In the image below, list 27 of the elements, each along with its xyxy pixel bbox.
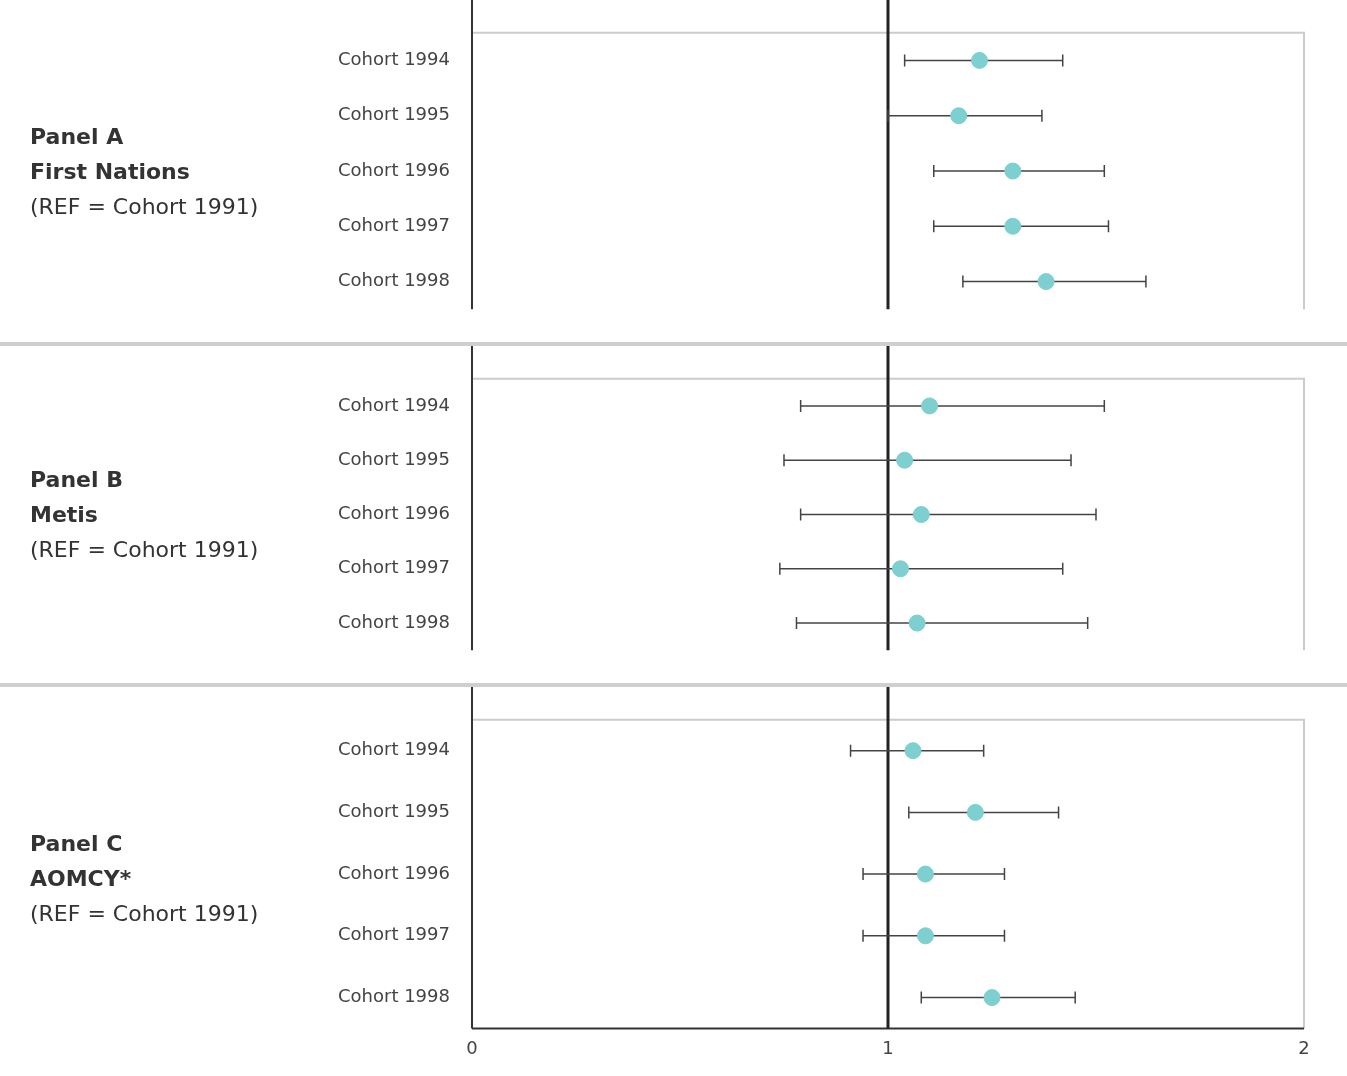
text: (REF = Cohort 1991) bbox=[30, 192, 260, 221]
y-tick-label: Cohort 1996 bbox=[337, 158, 450, 180]
x-tick-label: 1 bbox=[882, 1036, 894, 1058]
text: Metis bbox=[30, 501, 99, 529]
text: First Nations bbox=[30, 157, 191, 186]
y-tick-label: Cohort 1994 bbox=[337, 393, 450, 415]
x-tick-label: 2 bbox=[1298, 1036, 1310, 1058]
y-tick-label: Cohort 1997 bbox=[337, 556, 450, 578]
y-tick-label: Cohort 1998 bbox=[337, 985, 450, 1007]
text: AOMCY* bbox=[30, 865, 133, 893]
y-tick-label: Cohort 1998 bbox=[337, 610, 450, 632]
y-tick-label: Cohort 1994 bbox=[337, 48, 450, 70]
text: Panel C bbox=[30, 830, 124, 858]
x-tick-label: 0 bbox=[466, 1036, 478, 1058]
text: Panel B bbox=[30, 466, 124, 494]
y-tick-label: Cohort 1995 bbox=[337, 447, 450, 469]
text: (REF = Cohort 1991) bbox=[30, 536, 260, 564]
y-tick-label: Cohort 1997 bbox=[337, 213, 450, 235]
text: Panel A bbox=[30, 122, 125, 151]
y-tick-label: Cohort 1996 bbox=[337, 502, 450, 524]
y-tick-label: Cohort 1996 bbox=[337, 861, 450, 883]
y-tick-label: Cohort 1997 bbox=[337, 923, 450, 945]
y-tick-label: Cohort 1995 bbox=[337, 103, 450, 125]
text: (REF = Cohort 1991) bbox=[30, 900, 260, 928]
y-tick-label: Cohort 1994 bbox=[337, 738, 450, 760]
y-tick-label: Cohort 1995 bbox=[337, 800, 450, 822]
y-tick-label: Cohort 1998 bbox=[337, 269, 450, 291]
